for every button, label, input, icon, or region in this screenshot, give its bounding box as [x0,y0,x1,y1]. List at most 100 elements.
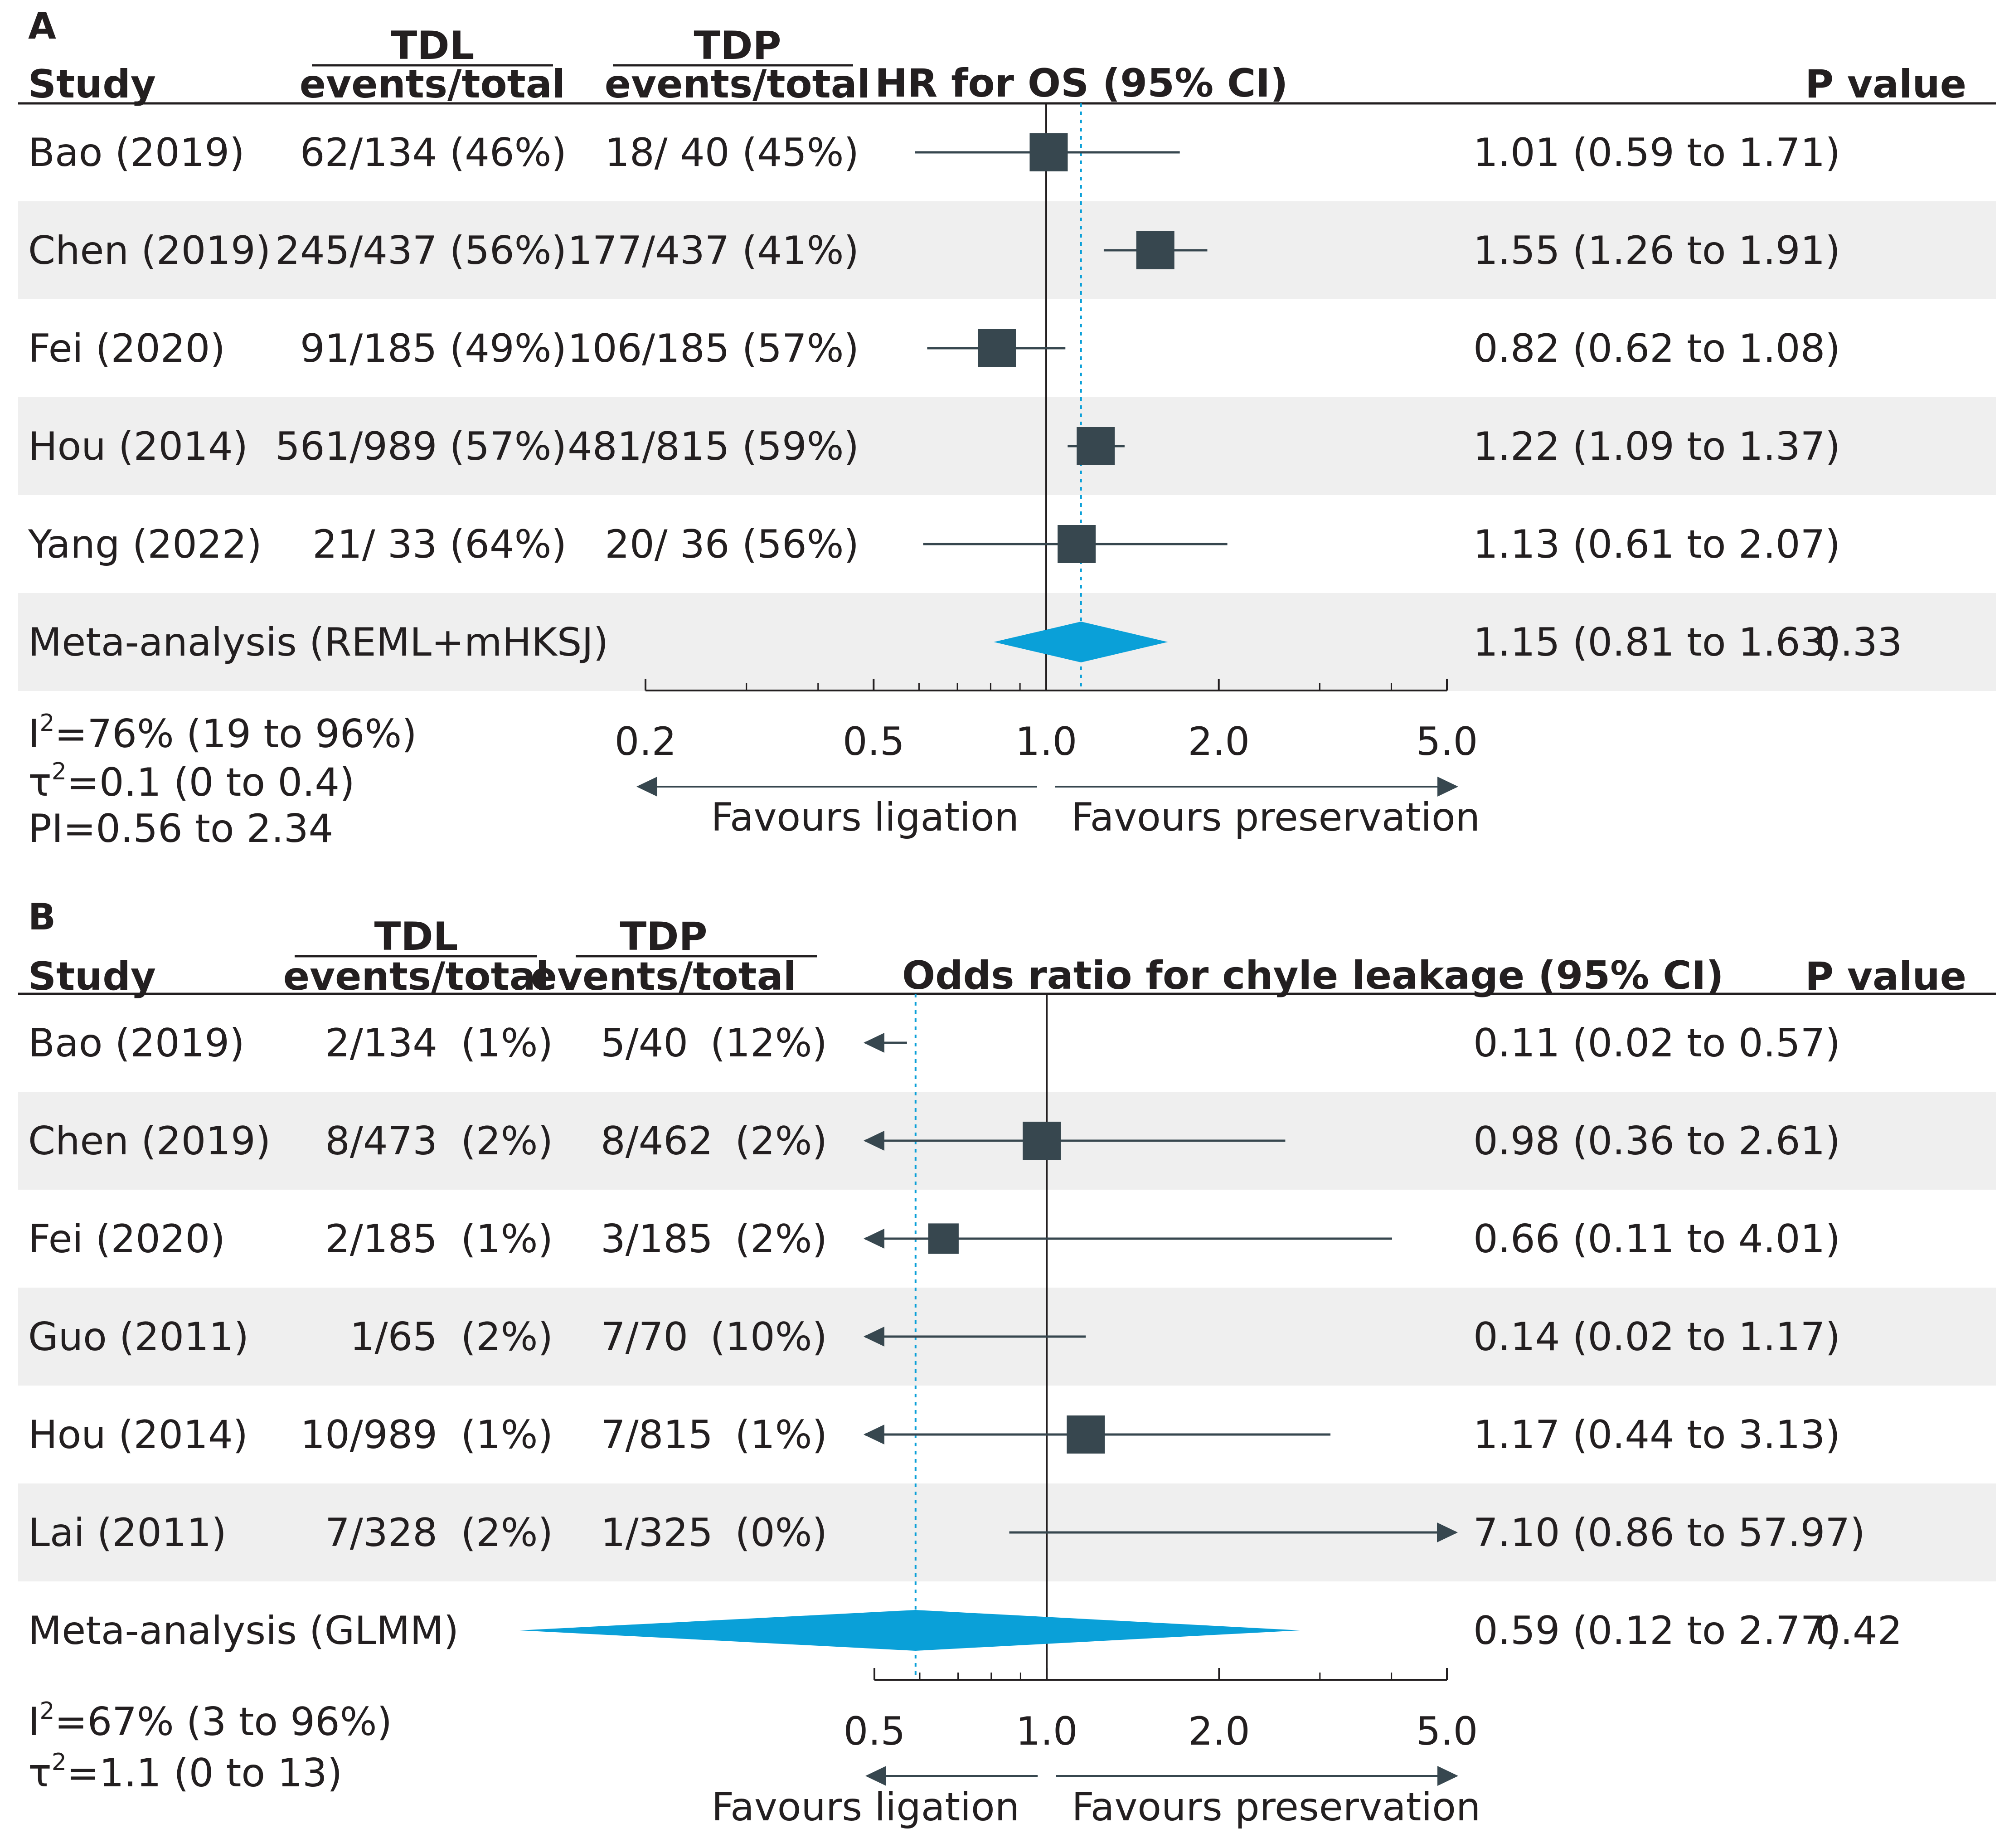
header-group1-title: TDL [374,914,458,959]
point-estimate [977,329,1016,367]
group1-events: 21/ 33 (64%) [312,522,567,567]
row-shade [18,201,1996,299]
favours-left-arrow [865,1766,886,1786]
x-tick-label: 0.2 [615,719,677,764]
study-label: Bao (2019) [28,130,245,175]
point-estimate [1058,525,1096,563]
group2-events: 106/185 (57%) [568,326,859,371]
group1-events: 1/65 [350,1314,437,1360]
study-label: Hou (2014) [28,1412,248,1458]
ci-left-arrow [864,1229,884,1249]
study-label: Fei (2020) [28,326,225,371]
group2-events: 7/815 [601,1412,713,1458]
study-label: Hou (2014) [28,424,248,469]
header-group1-title: TDL [391,23,475,68]
summary-ci-text: 0.59 (0.12 to 2.77) [1473,1608,1840,1653]
group1-events: 62/134 (46%) [300,130,567,175]
header-group1-sub: events/total [300,62,565,107]
effect-ci-text: 1.13 (0.61 to 2.07) [1473,522,1840,567]
favours-right-arrow [1437,1766,1458,1786]
group2-percent: (2%) [735,1119,827,1164]
study-label: Fei (2020) [28,1216,225,1262]
header-group1-sub: events/total [283,954,549,999]
group2-events: 20/ 36 (56%) [605,522,859,567]
effect-ci-text: 1.22 (1.09 to 1.37) [1473,424,1840,469]
panel-label: B [28,896,56,938]
heterogeneity-stat: I2=67% (3 to 96%) [28,1697,392,1745]
header-effect: Odds ratio for chyle leakage (95% CI) [902,953,1724,998]
summary-ci-text: 1.15 (0.81 to 1.63) [1473,620,1840,665]
group1-events: 10/989 [300,1412,437,1458]
ci-right-arrow [1437,1522,1458,1542]
summary-diamond [994,622,1168,662]
group1-events: 245/437 (56%) [275,228,567,273]
heterogeneity-stat: τ2=0.1 (0 to 0.4) [28,758,355,805]
heterogeneity-stat: PI=0.56 to 2.34 [28,806,333,851]
group1-events: 8/473 [325,1119,437,1164]
header-effect: HR for OS (95% CI) [875,61,1288,106]
point-estimate [1067,1415,1105,1454]
study-label: Bao (2019) [28,1021,245,1066]
effect-ci-text: 0.66 (0.11 to 4.01) [1473,1216,1840,1262]
favours-right-arrow [1437,777,1458,797]
group2-percent: (1%) [735,1412,827,1458]
group2-percent: (2%) [735,1216,827,1262]
group1-percent: (2%) [461,1314,553,1360]
heterogeneity-stat: τ2=1.1 (0 to 13) [28,1749,342,1796]
group2-events: 5/40 [601,1021,688,1066]
x-tick-label: 0.5 [843,719,905,764]
x-tick-label: 5.0 [1416,1709,1478,1754]
effect-ci-text: 0.11 (0.02 to 0.57) [1473,1021,1840,1066]
header-study: Study [28,62,156,107]
group1-events: 91/185 (49%) [300,326,567,371]
group2-percent: (10%) [710,1314,827,1360]
group2-events: 18/ 40 (45%) [605,130,859,175]
panel-label: A [28,5,56,47]
summary-p-value: 0.33 [1815,620,1902,665]
x-tick-label: 2.0 [1188,719,1250,764]
group2-events: 3/185 [601,1216,713,1262]
row-shade [18,1483,1996,1581]
ci-left-arrow [864,1131,884,1151]
point-estimate [1029,133,1068,171]
study-label: Chen (2019) [28,228,271,273]
study-label: Guo (2011) [28,1314,249,1360]
study-label: Chen (2019) [28,1119,271,1164]
group1-percent: (1%) [461,1412,553,1458]
group2-percent: (12%) [710,1021,827,1066]
x-tick-label: 1.0 [1016,1709,1078,1754]
study-label: Lai (2011) [28,1510,227,1556]
point-estimate [928,1223,959,1254]
effect-ci-text: 1.01 (0.59 to 1.71) [1473,130,1840,175]
header-study: Study [28,954,156,999]
header-group2-sub: events/total [531,954,796,999]
effect-ci-text: 1.17 (0.44 to 3.13) [1473,1412,1840,1458]
effect-ci-text: 7.10 (0.86 to 57.97) [1473,1510,1865,1556]
group1-percent: (1%) [461,1216,553,1262]
favours-left-label: Favours ligation [711,795,1019,840]
summary-diamond [519,1610,1301,1651]
effect-ci-text: 0.14 (0.02 to 1.17) [1473,1314,1840,1360]
favours-left-label: Favours ligation [712,1785,1020,1830]
effect-ci-text: 0.82 (0.62 to 1.08) [1473,326,1840,371]
header-group2-sub: events/total [605,62,870,107]
x-tick-label: 5.0 [1416,719,1478,764]
group2-events: 177/437 (41%) [568,228,859,273]
group1-percent: (2%) [461,1510,553,1556]
ci-left-arrow [864,1033,884,1053]
favours-right-label: Favours preservation [1072,1785,1480,1830]
summary-label: Meta-analysis (GLMM) [28,1608,459,1653]
group2-events: 1/325 [601,1510,713,1556]
group1-percent: (2%) [461,1119,553,1164]
header-group2-title: TDP [620,914,707,959]
group1-events: 7/328 [325,1510,437,1556]
header-pvalue: P value [1805,62,1966,107]
heterogeneity-stat: I2=76% (19 to 96%) [28,710,417,757]
group2-percent: (0%) [735,1510,827,1556]
summary-p-value: 0.42 [1815,1608,1902,1653]
favours-right-label: Favours preservation [1071,795,1480,840]
group2-events: 481/815 (59%) [568,424,859,469]
ci-left-arrow [864,1425,884,1444]
ci-left-arrow [864,1327,884,1347]
